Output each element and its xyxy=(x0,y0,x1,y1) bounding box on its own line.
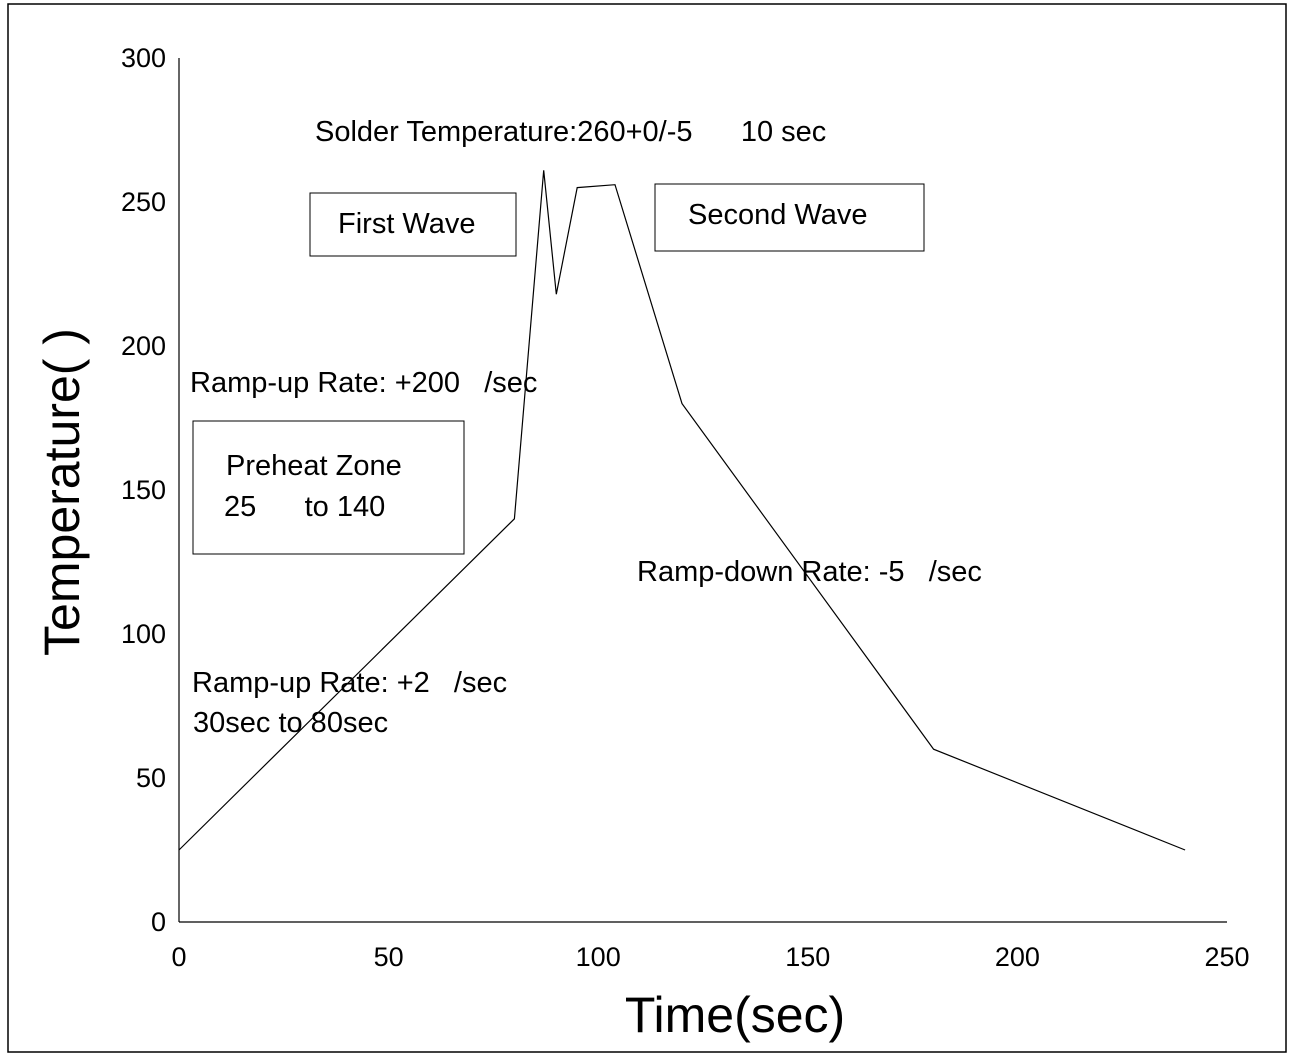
second-wave-box xyxy=(654,183,925,252)
solder-temperature-label: Solder Temperature:260+0/-5 10 sec xyxy=(315,116,826,148)
chart-border xyxy=(7,3,1287,1053)
y-tick-label: 200 xyxy=(121,331,166,361)
x-tick-label: 200 xyxy=(995,942,1040,972)
series-layer xyxy=(178,170,1186,851)
ramp-down-label: Ramp-down Rate: -5 /sec xyxy=(637,556,982,588)
ramp-up-slow-duration: 30sec to 80sec xyxy=(193,707,388,739)
preheat-zone-box xyxy=(192,420,465,555)
x-axis-title: Time(sec) xyxy=(625,987,845,1043)
x-tick-label: 0 xyxy=(171,942,186,972)
preheat-zone-range: 25 to 140 xyxy=(224,491,385,523)
x-tick-labels: 0 50 100 150 200 250 xyxy=(171,942,1249,972)
x-tick-label: 50 xyxy=(374,942,404,972)
y-axis-title: Temperature( ) xyxy=(34,328,90,656)
y-tick-label: 300 xyxy=(121,43,166,73)
first-wave-box xyxy=(309,192,517,257)
ramp-up-fast-label: Ramp-up Rate: +200 /sec xyxy=(190,367,537,399)
second-wave-label: Second Wave xyxy=(688,199,867,231)
first-wave-label: First Wave xyxy=(338,208,475,240)
x-tick-label: 100 xyxy=(576,942,621,972)
y-tick-label: 100 xyxy=(121,619,166,649)
temperature-profile-line xyxy=(178,170,1186,851)
preheat-zone-label: Preheat Zone xyxy=(226,450,402,482)
y-tick-label: 150 xyxy=(121,475,166,505)
x-tick-label: 250 xyxy=(1204,942,1249,972)
y-tick-label: 250 xyxy=(121,187,166,217)
y-tick-label: 0 xyxy=(151,907,166,937)
y-tick-label: 50 xyxy=(136,763,166,793)
y-tick-labels: 0 50 100 150 200 250 300 xyxy=(121,43,166,937)
ramp-up-slow-label: Ramp-up Rate: +2 /sec xyxy=(192,667,507,699)
x-tick-label: 150 xyxy=(785,942,830,972)
